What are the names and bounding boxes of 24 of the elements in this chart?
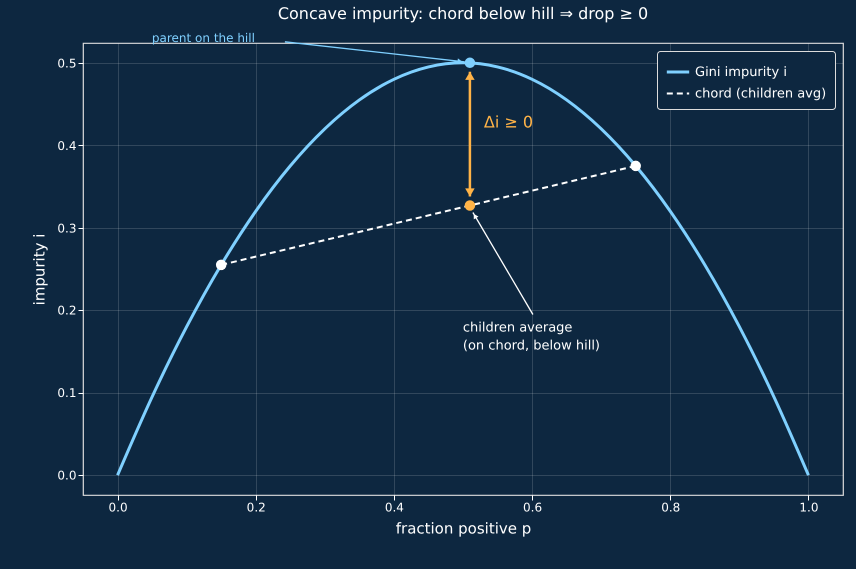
x-axis-title: fraction positive p: [396, 520, 532, 538]
annotation: Δi ≥ 0: [484, 112, 534, 132]
y-tick-label: 0.5: [57, 56, 76, 70]
point: [464, 58, 476, 68]
y-tick-label: 0.0: [57, 468, 76, 483]
x-tick-label: 0.0: [108, 500, 128, 514]
point: [630, 160, 641, 172]
y-tick-label: 0.1: [57, 386, 76, 400]
legend-label: Gini impurity i: [695, 65, 787, 80]
y-tick-label: 0.4: [57, 138, 76, 153]
x-tick-label: 0.2: [246, 500, 266, 514]
legend-label: chord (children avg): [695, 86, 826, 102]
annotation: children average (on chord, below hill): [462, 320, 600, 354]
y-axis-title: impurity i: [30, 234, 48, 306]
y-tick-label: 0.3: [57, 221, 76, 236]
annotation: parent on the hill: [152, 30, 255, 45]
x-tick-label: 1.0: [799, 500, 818, 514]
x-tick-label: 0.4: [384, 500, 404, 514]
point: [464, 200, 476, 211]
point: [216, 260, 226, 270]
x-tick-label: 0.8: [661, 500, 680, 514]
y-tick-label: 0.2: [57, 304, 76, 318]
x-tick-label: 0.6: [523, 500, 542, 514]
chart-title: Concave impurity: chord below hill ⇒ drop ≥ 0: [278, 4, 648, 23]
